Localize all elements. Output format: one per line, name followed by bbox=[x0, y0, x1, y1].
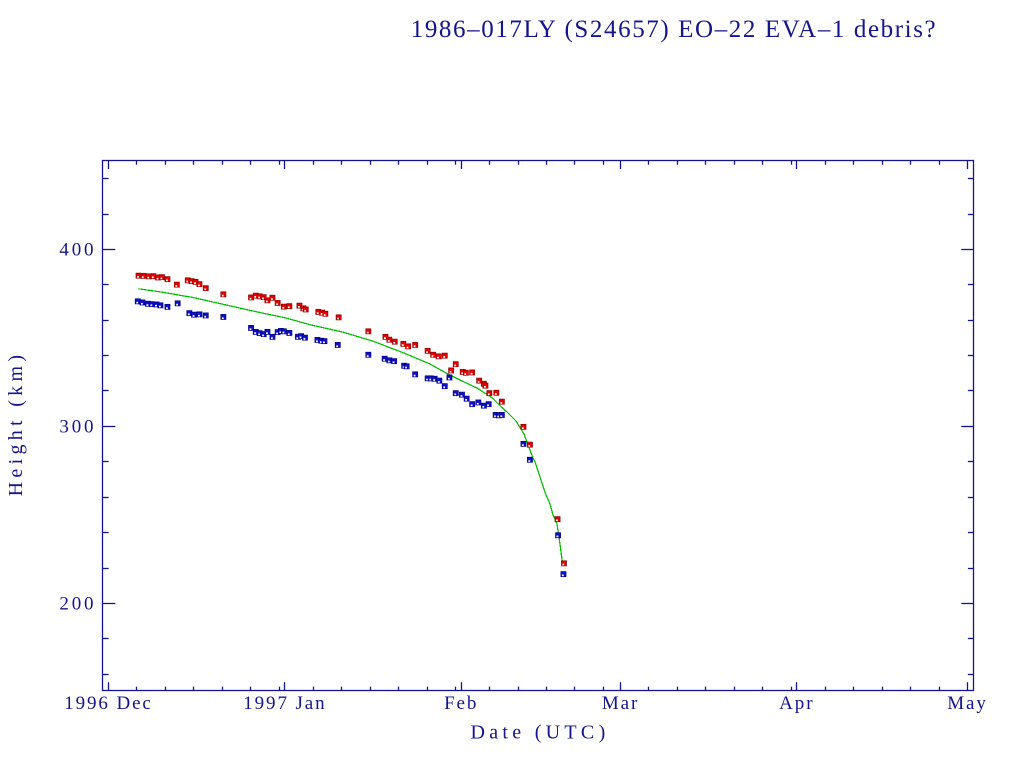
svg-text:Apr: Apr bbox=[779, 693, 814, 714]
svg-text:Height (km): Height (km) bbox=[5, 351, 27, 497]
svg-text:200: 200 bbox=[59, 594, 96, 615]
svg-text:Feb: Feb bbox=[444, 693, 478, 714]
svg-text:1986–017LY (S24657) EO–22 EVA–: 1986–017LY (S24657) EO–22 EVA–1 debris? bbox=[411, 16, 938, 43]
svg-text:400: 400 bbox=[59, 240, 96, 261]
svg-text:1997 Jan: 1997 Jan bbox=[243, 693, 326, 714]
svg-text:Mar: Mar bbox=[602, 693, 639, 714]
svg-text:Date (UTC): Date (UTC) bbox=[470, 722, 609, 744]
svg-text:1996 Dec: 1996 Dec bbox=[64, 693, 153, 714]
svg-text:300: 300 bbox=[59, 417, 96, 438]
svg-text:May: May bbox=[947, 693, 988, 714]
